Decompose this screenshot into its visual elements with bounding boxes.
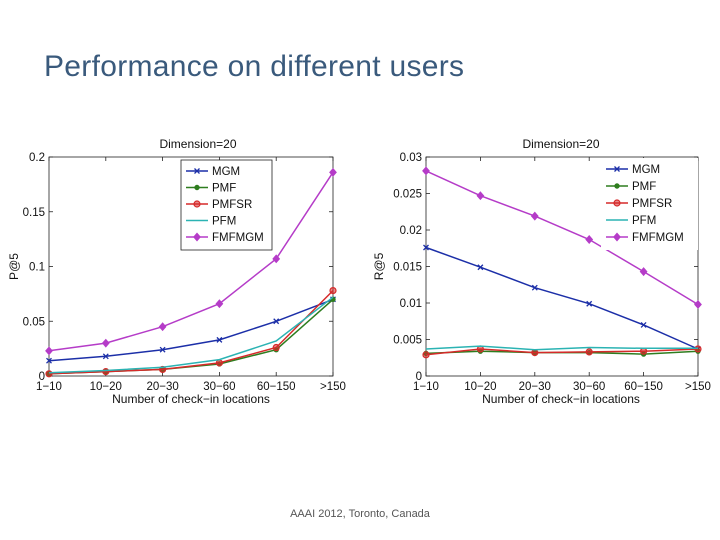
data-point-fmfmgm (476, 191, 485, 201)
y-tick-label: 0.02 (400, 225, 422, 237)
legend-label-pmf: PMF (212, 183, 236, 195)
x-tick-label: >150 (685, 381, 711, 393)
y-axis-label: R@5 (372, 252, 386, 280)
chart-title: Dimension=20 (522, 137, 599, 151)
data-point-pmfsr (585, 348, 593, 356)
chart-title: Dimension=20 (159, 137, 236, 151)
data-point-mgm (46, 357, 52, 364)
series-line-pmfsr (48, 290, 334, 375)
series-line-pfm (48, 296, 334, 374)
data-point-mgm (640, 321, 647, 328)
data-point-fmfmgm (530, 211, 539, 221)
legend-marker-pmfsr (193, 200, 201, 208)
data-point-mgm (531, 284, 538, 291)
y-tick-label: 0.01 (400, 298, 422, 310)
x-axis-label: Number of check−in locations (112, 392, 270, 406)
y-tick-label: 0.005 (393, 335, 422, 347)
data-point-mgm (586, 300, 593, 307)
legend-marker-fmfmgm (193, 232, 201, 242)
legend-label-pmf: PMF (632, 181, 656, 193)
legend-label-fmfmgm: FMFMGM (212, 232, 264, 244)
x-axis-label: Number of check−in locations (482, 392, 640, 406)
legend-label-pfm: PFM (632, 215, 656, 227)
data-point-pmfsr (531, 349, 539, 357)
series-line-pmfsr (425, 348, 699, 356)
x-tick-label: >150 (320, 381, 346, 393)
series-line-fmfmgm (48, 171, 334, 352)
series-line-fmfmgm (425, 170, 699, 306)
data-point-mgm (273, 318, 280, 325)
legend-label-pmfsr: PMFSR (212, 199, 252, 211)
x-tick-label: 20−30 (519, 381, 551, 393)
legend-marker-mgm (614, 166, 620, 172)
legend-marker-mgm (194, 168, 200, 174)
data-point-fmfmgm (422, 166, 430, 176)
footer-text: AAAI 2012, Toronto, Canada (290, 508, 430, 520)
data-point-pmfsr (272, 343, 280, 352)
legend-marker-pmfsr (613, 199, 621, 207)
data-point-fmfmgm (158, 322, 167, 332)
legend-marker-fmfmgm (613, 232, 621, 242)
data-point-fmfmgm (45, 346, 53, 356)
data-point-pmfsr (639, 347, 648, 355)
data-point-mgm (102, 353, 109, 360)
data-point-mgm (159, 346, 166, 353)
legend-label-mgm: MGM (632, 164, 660, 176)
legend-marker-pmf (614, 183, 620, 189)
y-tick-label: 0.15 (23, 207, 45, 219)
x-tick-label: 30−60 (573, 381, 605, 393)
legend-label-mgm: MGM (212, 166, 240, 178)
data-point-fmfmgm (585, 235, 594, 244)
data-point-pmfsr (422, 351, 430, 359)
legend-label-pmfsr: PMFSR (632, 198, 672, 210)
y-tick-label: 0.025 (393, 189, 422, 201)
legend-marker-pmf (194, 184, 200, 191)
data-point-pmfsr (329, 286, 337, 295)
y-tick-label: 0.015 (393, 262, 422, 274)
legend-label-fmfmgm: FMFMGM (632, 232, 684, 244)
series-line-mgm (425, 246, 699, 350)
data-point-fmfmgm (694, 300, 702, 309)
y-axis-label: P@5 (7, 253, 21, 280)
y-tick-label: 0.03 (400, 152, 422, 164)
data-point-mgm (477, 264, 484, 271)
series-line-pfm (425, 345, 698, 351)
y-tick-label: 0.1 (29, 262, 45, 274)
data-point-mgm (423, 244, 429, 251)
series-line-mgm (48, 298, 334, 362)
data-point-fmfmgm (639, 267, 648, 277)
x-tick-label: 30−60 (203, 381, 235, 393)
slide-title: Performance on different users (44, 50, 465, 83)
data-point-fmfmgm (101, 338, 110, 348)
x-tick-label: 1−10 (413, 381, 439, 393)
data-point-fmfmgm (329, 167, 337, 177)
y-tick-label: 0 (39, 371, 45, 383)
x-tick-label: 60−150 (624, 381, 663, 393)
x-tick-label: 10−20 (90, 381, 122, 393)
y-tick-label: 0.2 (29, 152, 45, 164)
y-tick-label: 0 (416, 371, 422, 383)
data-point-fmfmgm (215, 299, 224, 309)
data-point-fmfmgm (272, 254, 281, 264)
x-tick-label: 1−10 (36, 381, 62, 393)
x-tick-label: 20−30 (146, 381, 178, 393)
data-point-mgm (216, 336, 223, 343)
x-tick-label: 10−20 (464, 381, 496, 393)
x-tick-label: 60−150 (257, 381, 296, 393)
y-tick-label: 0.05 (23, 316, 45, 328)
legend-label-pfm: PFM (212, 216, 236, 228)
